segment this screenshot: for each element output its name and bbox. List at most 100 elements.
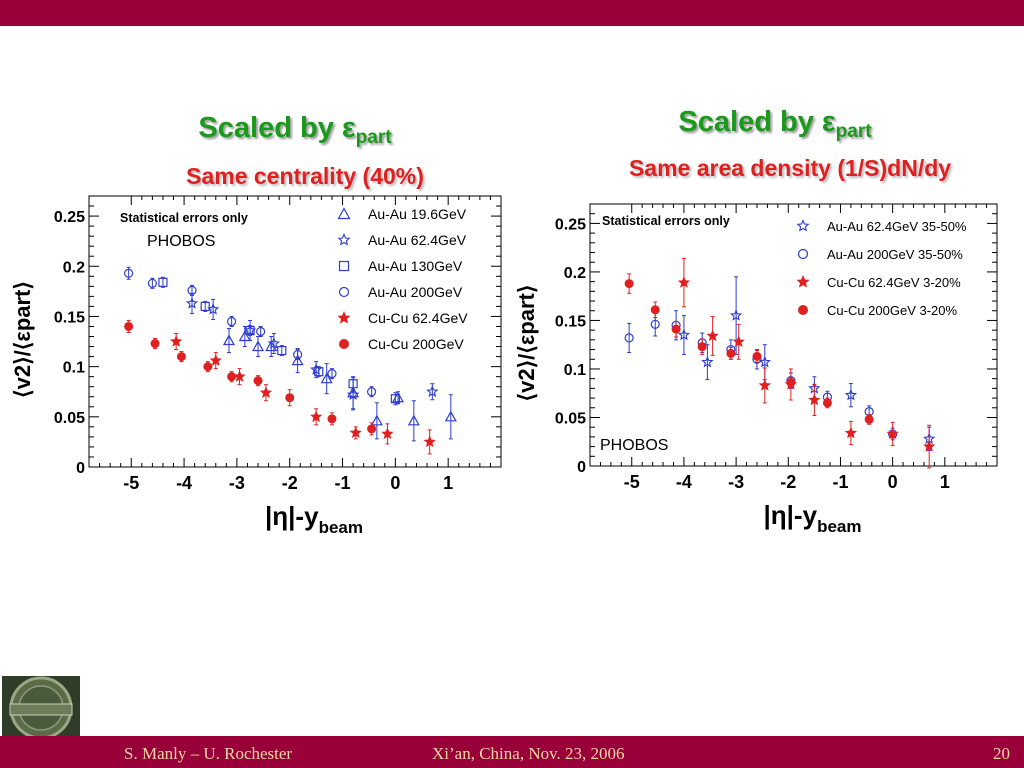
data-point [650,305,660,315]
errors-note: Statistical errors only [120,211,248,225]
data-point [338,286,350,298]
data-point [844,426,858,439]
y-tick-label: 0 [76,460,85,477]
data-point [366,387,377,397]
data-point [227,372,237,382]
data-point [706,329,719,342]
y-tick-label: 0.15 [54,309,85,326]
top-title-bar [0,0,1024,26]
data-point [370,414,383,426]
x-tick-label: 1 [940,472,950,492]
footer-venue: Xi’an, China, Nov. 23, 2006 [432,744,625,763]
footer-author: S. Manly – U. Rochester [124,744,293,763]
data-point [349,426,362,439]
data-point [327,414,337,424]
data-point [886,427,899,440]
x-tick-label: -5 [624,472,640,492]
data-point [732,335,745,347]
data-point [729,309,743,321]
data-point [259,386,273,398]
legend-item: Au-Au 200GeV [338,284,463,300]
legend-item: Cu-Cu 62.4GeV [337,310,468,326]
y-tick-label: 0.05 [555,410,586,427]
data-point [923,440,936,452]
data-point [752,351,762,361]
legend-label: Au-Au 130GeV [368,258,463,274]
right-chart-subtitle: Same area density (1/S)dN/dy [628,155,952,181]
right-scatter-chart: -5 -4 -3 -2 -1 0 1 0 0.05 0.1 0.15 0.2 0.25 |η|-ybeam… [514,203,998,536]
series-5 [124,319,377,436]
data-point [346,388,360,400]
x-tick-label: -4 [676,472,692,492]
x-tick-label: -5 [123,473,139,493]
data-point [444,410,457,422]
data-point [677,328,691,341]
x-tick-label: -3 [728,472,744,492]
y-tick-label: 0 [577,459,586,476]
legend-item: Cu-Cu 200GeV 3-20% [798,303,958,318]
data-point [339,339,349,349]
data-point [808,393,821,406]
data-point [864,414,874,424]
y-axis-label: ⟨v2⟩/⟨εpart⟩ [10,281,35,398]
data-point [650,319,660,329]
errors-note: Statistical errors only [602,214,730,228]
data-point [327,369,337,379]
data-point [697,342,707,352]
data-point [150,339,160,349]
data-point [338,260,350,272]
data-point [390,394,400,404]
legend-label: Cu-Cu 200GeV 3-20% [827,303,958,318]
legend-label: Cu-Cu 62.4GeV 3-20% [827,275,961,290]
plot-frame [589,203,998,467]
data-point [252,340,265,352]
data-point [348,379,358,389]
y-tick-label: 0.25 [555,216,586,233]
series-3 [124,266,377,398]
data-point [796,219,810,232]
y-tick-label: 0.05 [54,410,85,427]
data-point [407,414,420,426]
x-tick-label: 1 [443,473,453,493]
data-point [203,362,213,372]
legend-label: Au-Au 200GeV 35-50% [827,247,963,262]
y-tick-label: 0.25 [54,209,85,226]
data-point [267,337,280,349]
data-point [367,424,377,434]
data-point [285,393,295,403]
data-point [233,370,246,382]
legend-item: Au-Au 62.4GeV 35-50% [796,219,967,234]
x-tick-label: -2 [282,473,298,493]
x-tick-label: -4 [176,473,192,493]
university-seal-logo [2,676,80,736]
y-axis-label: ⟨v2⟩/⟨εpart⟩ [514,285,539,402]
y-tick-label: 0.2 [63,259,85,276]
y-tick-label: 0.1 [564,362,586,379]
left-scatter-chart: -5 -4 -3 -2 -1 0 1 0 0.05 0.1 0.15 0.2 0.25 |η|-ybeam… [10,195,502,536]
right-chart-title: Scaled by εpart [678,106,872,142]
data-point [124,321,134,331]
data-point [238,330,251,342]
data-point [798,305,808,315]
data-point [253,376,263,386]
data-point [337,311,351,324]
data-point [227,316,237,327]
data-point [293,349,303,360]
data-point [726,348,736,358]
data-point [677,276,691,288]
legend-item: Cu-Cu 62.4GeV 3-20% [796,275,961,290]
legend-item: Au-Au 62.4GeV [337,232,467,248]
data-point [222,334,235,346]
x-tick-label: -1 [335,473,351,493]
data-point [147,278,157,288]
data-point [786,378,796,388]
legend-label: Cu-Cu 200GeV [368,336,464,352]
data-point [796,275,810,288]
series-3 [624,273,874,425]
data-point [170,335,183,347]
data-point [381,427,394,440]
data-point [844,388,858,401]
left-chart-title: Scaled by εpart [198,112,392,148]
data-point [671,324,681,334]
x-tick-label: 0 [888,472,898,492]
